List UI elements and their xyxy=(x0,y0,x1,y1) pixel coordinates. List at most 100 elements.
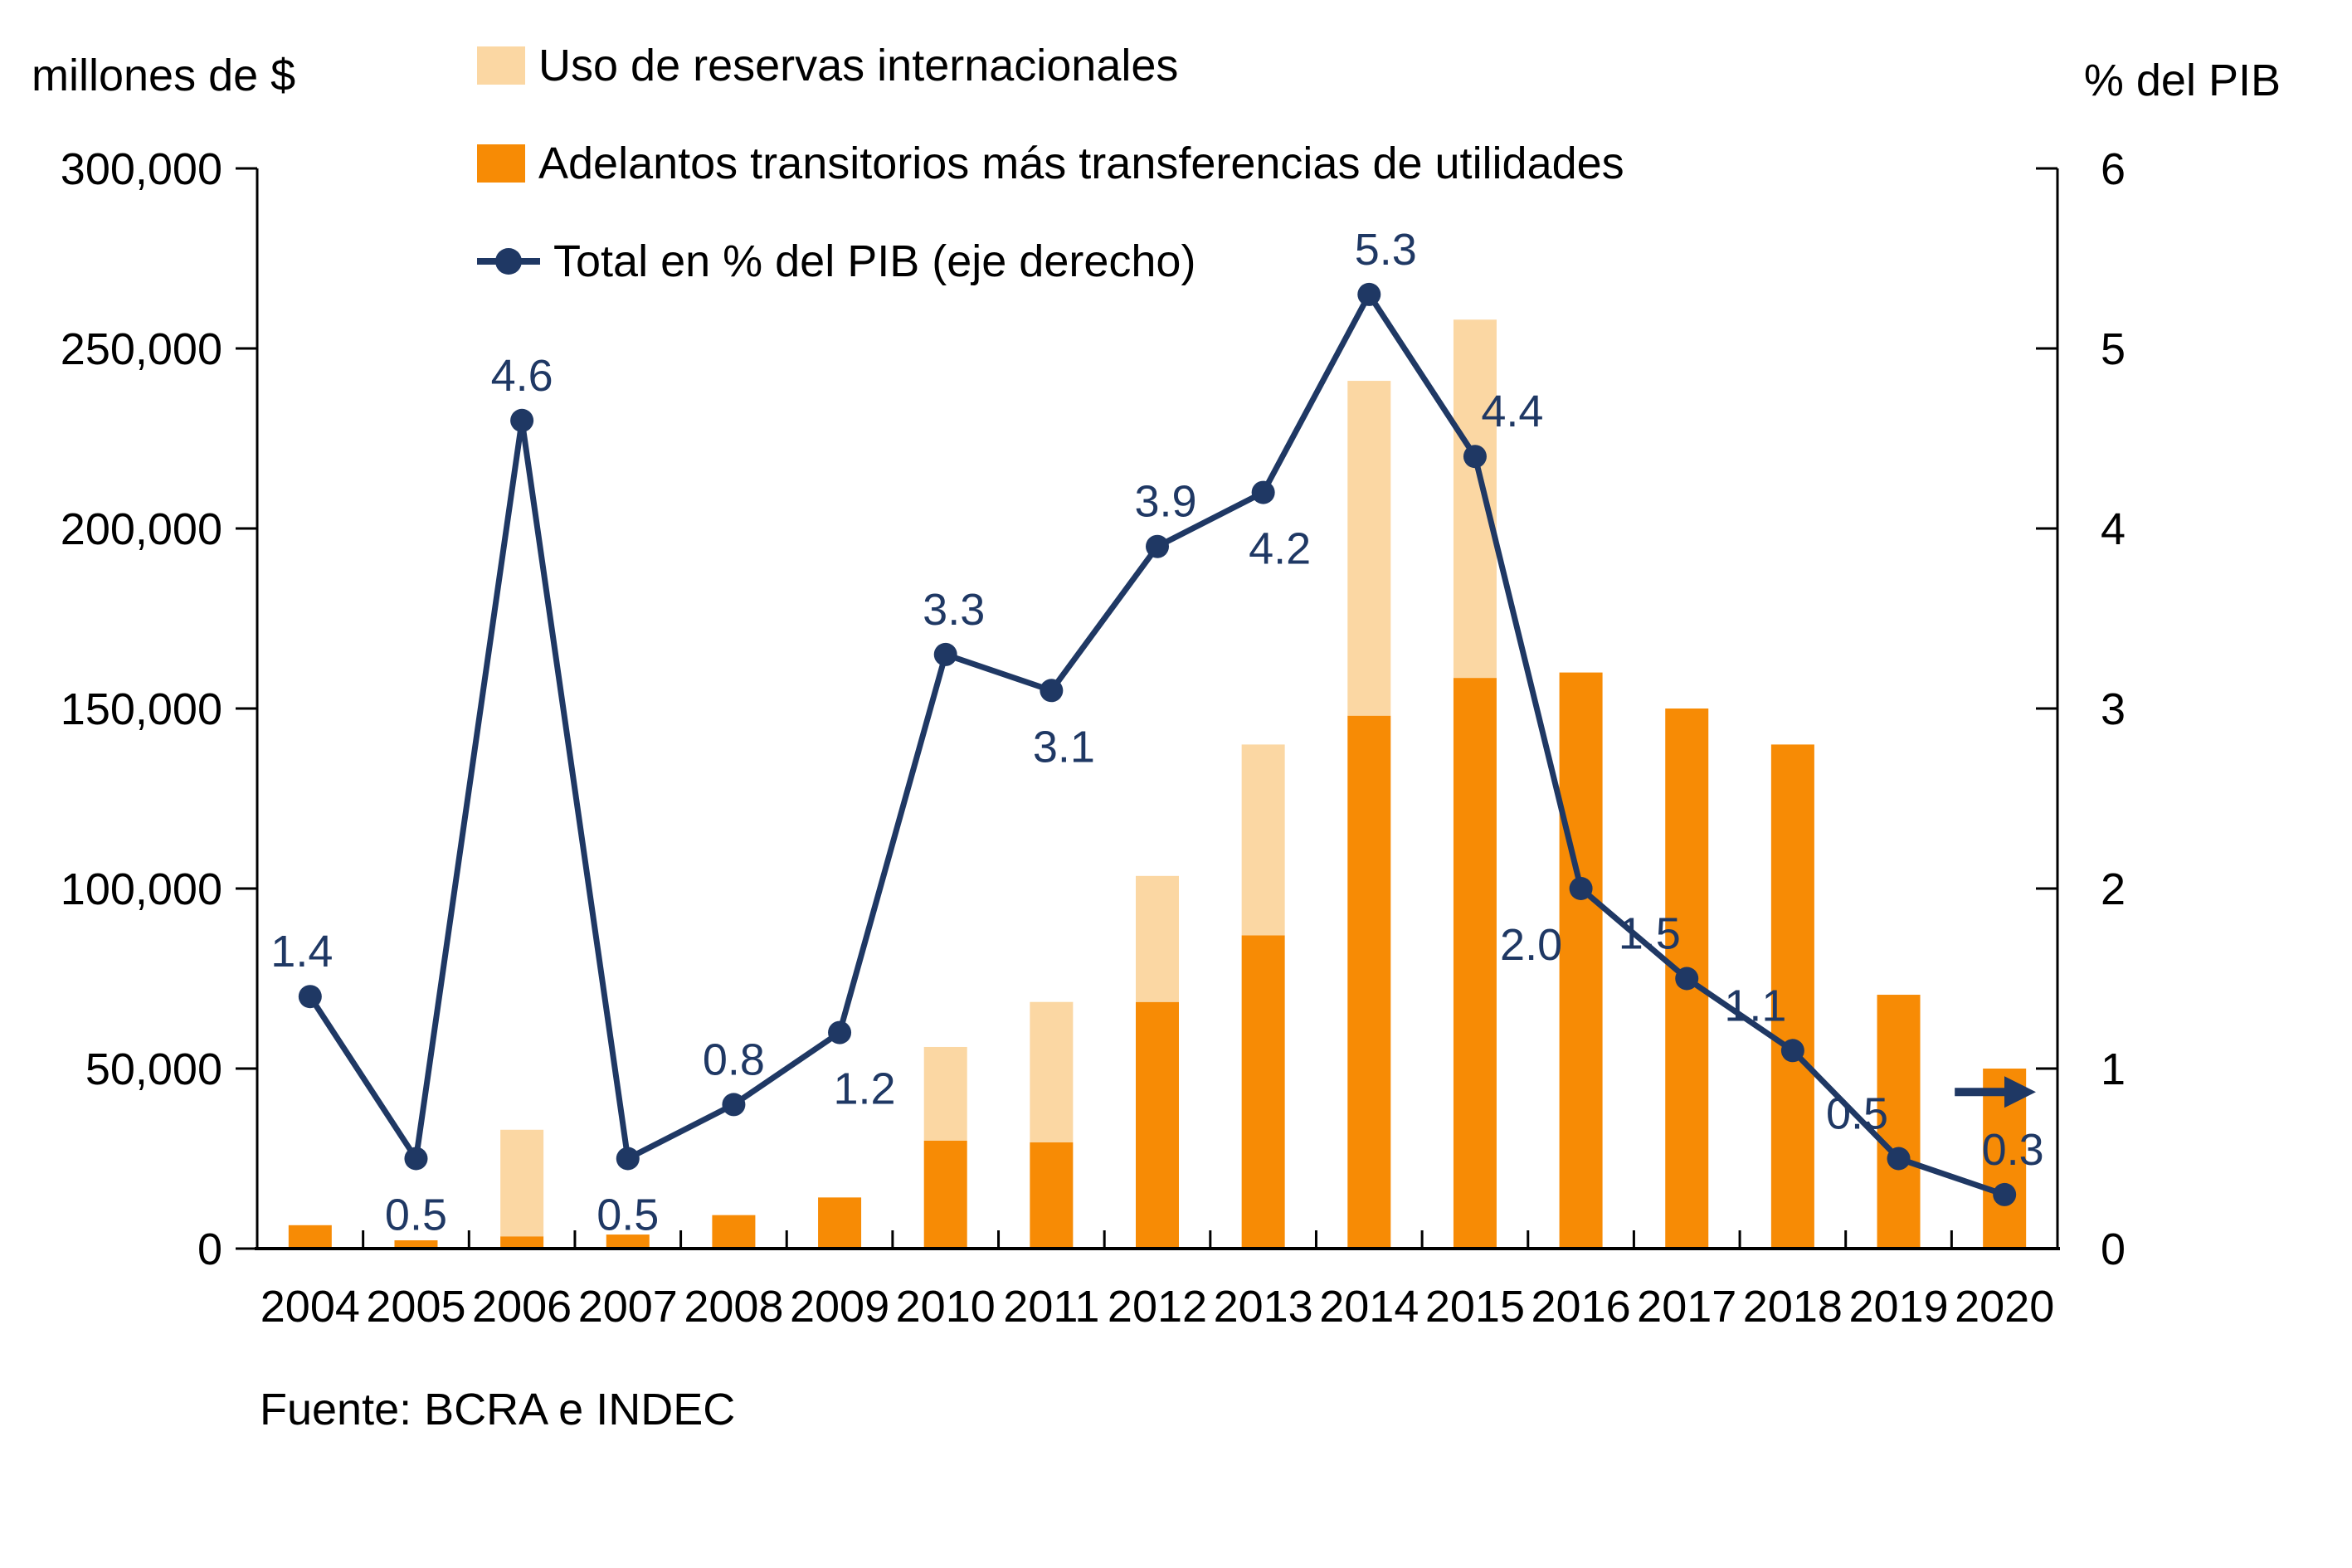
point-label-2011: 3.1 xyxy=(1033,722,1095,772)
line-marker-2014 xyxy=(1357,282,1381,306)
bar-2008-adelantos xyxy=(712,1215,756,1249)
x-axis-label-2016: 2016 xyxy=(1531,1282,1631,1332)
line-marker-2016 xyxy=(1569,877,1593,900)
left-axis-title: millones de $ xyxy=(32,51,296,100)
line-marker-2011 xyxy=(1040,679,1064,703)
bar-2007-adelantos xyxy=(606,1234,650,1249)
legend-item-total-pib: Total en % del PIB (eje derecho) xyxy=(477,236,1624,287)
line-marker-2012 xyxy=(1146,534,1169,558)
line-marker-2017 xyxy=(1675,967,1699,991)
bar-2019-adelantos xyxy=(1877,995,1921,1249)
left-tick-label-100,000: 100,000 xyxy=(61,864,222,914)
left-tick-label-0: 0 xyxy=(197,1225,222,1274)
right-axis-title: % del PIB xyxy=(2083,56,2281,105)
point-label-2018: 1.1 xyxy=(1724,981,1786,1030)
bar-2004-adelantos xyxy=(288,1225,332,1249)
x-axis-label-2009: 2009 xyxy=(790,1282,889,1332)
bar-2014-reservas xyxy=(1347,381,1391,716)
legend-swatch-reservas xyxy=(477,46,525,85)
point-label-2016: 2.0 xyxy=(1500,920,1562,970)
left-tick-label-300,000: 300,000 xyxy=(61,144,222,194)
x-axis-label-2006: 2006 xyxy=(472,1282,572,1332)
left-tick-label-200,000: 200,000 xyxy=(61,504,222,554)
line-marker-2019 xyxy=(1887,1147,1911,1171)
source-note: Fuente: BCRA e INDEC xyxy=(260,1385,736,1434)
x-axis-label-2013: 2013 xyxy=(1214,1282,1313,1332)
x-axis-label-2019: 2019 xyxy=(1848,1282,1948,1332)
left-tick-label-150,000: 150,000 xyxy=(61,684,222,734)
point-label-2019: 0.5 xyxy=(1826,1089,1888,1139)
bar-2016-adelantos xyxy=(1559,672,1603,1249)
bar-2012-adelantos xyxy=(1136,1001,1179,1249)
legend: Uso de reservas internacionales Adelanto… xyxy=(477,40,1624,287)
point-label-2010: 3.3 xyxy=(923,585,985,635)
bar-2009-adelantos xyxy=(818,1197,862,1249)
x-axis-label-2012: 2012 xyxy=(1108,1282,1207,1332)
line-marker-2013 xyxy=(1251,480,1275,504)
bar-2012-reservas xyxy=(1136,875,1179,1002)
line-marker-2006 xyxy=(510,408,534,432)
bar-2011-reservas xyxy=(1030,1001,1074,1142)
x-axis-label-2011: 2011 xyxy=(1003,1282,1099,1332)
legend-item-reservas: Uso de reservas internacionales xyxy=(477,40,1624,91)
line-marker-2020 xyxy=(1993,1182,2017,1206)
x-axis-label-2014: 2014 xyxy=(1319,1282,1419,1332)
legend-label-reservas: Uso de reservas internacionales xyxy=(538,41,1179,90)
bar-2006-reservas xyxy=(500,1129,544,1237)
x-axis-label-2007: 2007 xyxy=(578,1282,678,1332)
bar-2005-adelantos xyxy=(394,1240,438,1249)
legend-label-total-pib: Total en % del PIB (eje derecho) xyxy=(553,236,1196,286)
line-marker-2007 xyxy=(616,1147,640,1171)
point-label-2012: 3.9 xyxy=(1134,477,1196,527)
point-label-2014: 5.3 xyxy=(1355,225,1417,275)
bar-2011-adelantos xyxy=(1030,1142,1074,1249)
x-axis-label-2015: 2015 xyxy=(1425,1282,1525,1332)
point-label-2015: 4.4 xyxy=(1481,387,1543,436)
bar-2006-adelantos xyxy=(500,1236,544,1249)
right-tick-label-5: 5 xyxy=(2101,324,2126,374)
line-marker-2004 xyxy=(298,985,322,1009)
point-label-2007: 0.5 xyxy=(597,1191,659,1240)
point-label-2005: 0.5 xyxy=(385,1191,447,1240)
point-label-2006: 4.6 xyxy=(491,351,553,401)
bar-2018-adelantos xyxy=(1770,744,1814,1249)
bar-2010-reservas xyxy=(923,1046,967,1141)
right-tick-label-2: 2 xyxy=(2101,864,2126,914)
right-tick-label-4: 4 xyxy=(2101,504,2126,554)
line-marker-2015 xyxy=(1463,445,1487,469)
line-marker-2008 xyxy=(722,1093,746,1117)
x-axis-label-2018: 2018 xyxy=(1743,1282,1843,1332)
left-tick-label-250,000: 250,000 xyxy=(61,324,222,374)
bar-2013-reservas xyxy=(1241,744,1285,936)
x-axis-label-2020: 2020 xyxy=(1955,1282,2054,1332)
bar-2015-reservas xyxy=(1453,319,1497,679)
right-tick-label-1: 1 xyxy=(2101,1045,2126,1094)
bar-2010-adelantos xyxy=(923,1140,967,1249)
line-marker-2010 xyxy=(933,642,957,666)
x-axis-label-2005: 2005 xyxy=(366,1282,465,1332)
point-label-2009: 1.2 xyxy=(834,1064,896,1114)
right-tick-label-3: 3 xyxy=(2101,684,2126,734)
point-label-2008: 0.8 xyxy=(703,1035,765,1084)
line-marker-2005 xyxy=(404,1147,428,1171)
x-axis-label-2008: 2008 xyxy=(684,1282,783,1332)
right-tick-label-6: 6 xyxy=(2101,144,2126,194)
right-axis-arrow-head-icon xyxy=(2004,1076,2036,1108)
line-marker-2018 xyxy=(1780,1039,1804,1063)
point-label-2004: 1.4 xyxy=(270,927,333,976)
x-axis-label-2004: 2004 xyxy=(261,1282,360,1332)
bar-2013-adelantos xyxy=(1241,935,1285,1249)
bar-2015-adelantos xyxy=(1453,678,1497,1249)
legend-swatch-adelantos xyxy=(477,144,525,183)
legend-marker-dot-icon xyxy=(495,248,522,275)
x-axis-label-2010: 2010 xyxy=(896,1282,996,1332)
legend-swatch-total-line xyxy=(477,248,540,275)
legend-item-adelantos: Adelantos transitorios más transferencia… xyxy=(477,138,1624,189)
left-tick-label-50,000: 50,000 xyxy=(85,1045,222,1094)
legend-label-adelantos: Adelantos transitorios más transferencia… xyxy=(538,139,1624,188)
line-marker-2009 xyxy=(828,1020,852,1045)
point-label-2013: 4.2 xyxy=(1249,524,1311,574)
x-axis-label-2017: 2017 xyxy=(1637,1282,1736,1332)
